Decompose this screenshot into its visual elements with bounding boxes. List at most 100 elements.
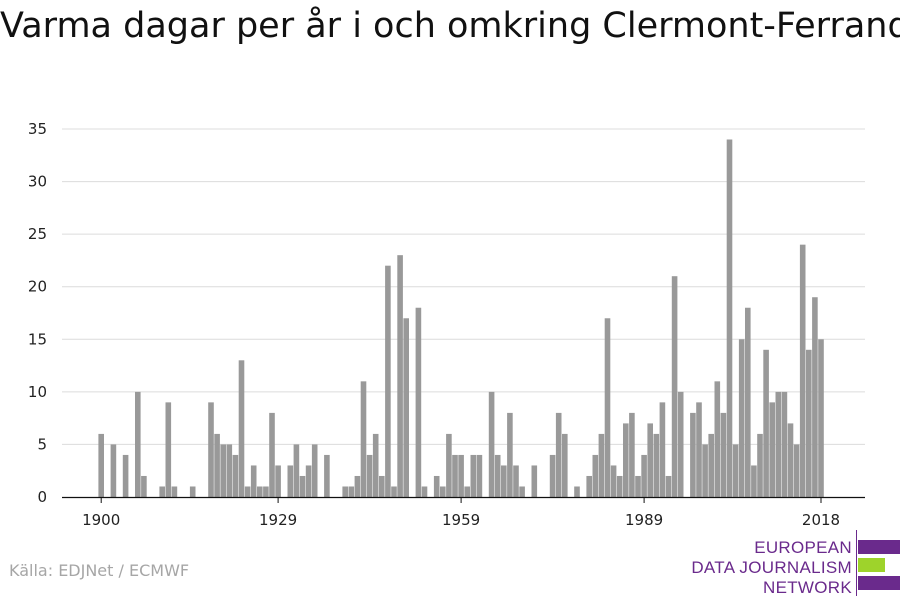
x-axis-ticks: 1900 1929 1959 1989 2018	[82, 497, 840, 529]
bar	[513, 465, 519, 497]
bar	[275, 465, 281, 497]
bar	[494, 454, 501, 497]
bar	[440, 486, 446, 497]
bar	[226, 444, 233, 497]
source-note: Källa: EDJNet / ECMWF	[9, 561, 190, 580]
bar	[623, 423, 629, 497]
bar	[488, 391, 495, 497]
bar	[799, 244, 806, 497]
y-tick-label: 5	[37, 435, 47, 453]
bar	[98, 433, 104, 497]
bar	[244, 486, 251, 497]
bar	[775, 391, 782, 497]
y-axis-ticks: 0 5 10 15 20 25 30 35	[28, 120, 47, 506]
bar	[531, 465, 538, 497]
bar	[269, 412, 275, 497]
x-tick-label: 1959	[442, 511, 480, 529]
bar	[574, 486, 580, 497]
bar	[263, 486, 269, 497]
bar	[324, 454, 330, 497]
bar	[738, 339, 745, 497]
bar	[787, 423, 794, 497]
bar	[696, 402, 702, 497]
logo-line-3: NETWORK	[763, 578, 852, 597]
bar	[586, 475, 592, 497]
bar	[159, 486, 165, 497]
bar	[141, 475, 147, 497]
y-tick-label: 30	[28, 173, 47, 191]
bar	[446, 433, 452, 497]
bar	[122, 454, 129, 497]
bar	[781, 391, 788, 497]
bar	[135, 391, 141, 497]
logo-line-2: DATA JOURNALISM	[691, 558, 852, 577]
bar	[806, 349, 812, 497]
bar	[598, 433, 605, 497]
bar	[671, 276, 678, 497]
bar	[562, 433, 568, 497]
bar	[507, 412, 513, 497]
x-tick-label: 2018	[802, 511, 840, 529]
bar	[257, 486, 263, 497]
bar	[653, 433, 660, 497]
y-tick-label: 25	[28, 225, 47, 243]
bar	[708, 433, 714, 497]
bar	[250, 465, 257, 497]
bar	[555, 412, 562, 497]
bar	[171, 486, 178, 497]
bar	[360, 381, 367, 497]
bar	[165, 402, 172, 497]
bar	[305, 465, 312, 497]
bar	[220, 444, 226, 497]
bar	[293, 444, 300, 497]
y-tick-label: 10	[28, 383, 47, 401]
bar	[519, 486, 525, 497]
bar	[415, 307, 422, 497]
bar	[397, 255, 403, 497]
bar	[501, 465, 507, 497]
bar	[604, 318, 611, 497]
bar	[592, 454, 599, 497]
bar	[751, 465, 757, 497]
logo-wordmark: EUROPEAN DATA JOURNALISM NETWORK	[691, 538, 852, 598]
bar	[372, 433, 379, 497]
x-tick-label: 1989	[625, 511, 663, 529]
gridlines	[62, 128, 865, 445]
bar	[818, 339, 824, 497]
logo-bar-top	[858, 540, 900, 554]
bar	[677, 391, 684, 497]
bar	[421, 486, 428, 497]
bar	[464, 486, 470, 497]
bar	[610, 465, 617, 497]
bar	[342, 486, 348, 497]
bar	[769, 402, 775, 497]
bar	[433, 475, 440, 497]
x-tick-label: 1929	[259, 511, 297, 529]
y-tick-label: 20	[28, 278, 47, 296]
bar	[763, 349, 769, 497]
chart-title: Varma dagar per år i och omkring Clermon…	[0, 6, 900, 46]
bar	[208, 402, 214, 497]
bar	[726, 139, 733, 497]
bar	[690, 412, 696, 497]
bar	[476, 454, 483, 497]
bar	[647, 423, 653, 497]
bar	[458, 454, 464, 497]
bar	[214, 433, 220, 497]
bar	[702, 444, 708, 497]
bar	[348, 486, 355, 497]
y-tick-label: 15	[28, 330, 47, 348]
y-tick-label: 35	[28, 120, 47, 138]
bar	[232, 454, 239, 497]
bar	[616, 475, 623, 497]
bar	[757, 433, 763, 497]
logo-bar-middle	[858, 558, 885, 572]
bar	[391, 486, 397, 497]
bar	[549, 454, 556, 497]
bar	[470, 454, 477, 497]
bar	[299, 475, 306, 497]
logo-line-1: EUROPEAN	[754, 538, 852, 557]
bar	[720, 412, 727, 497]
bars	[62, 139, 865, 499]
bar	[665, 475, 672, 497]
